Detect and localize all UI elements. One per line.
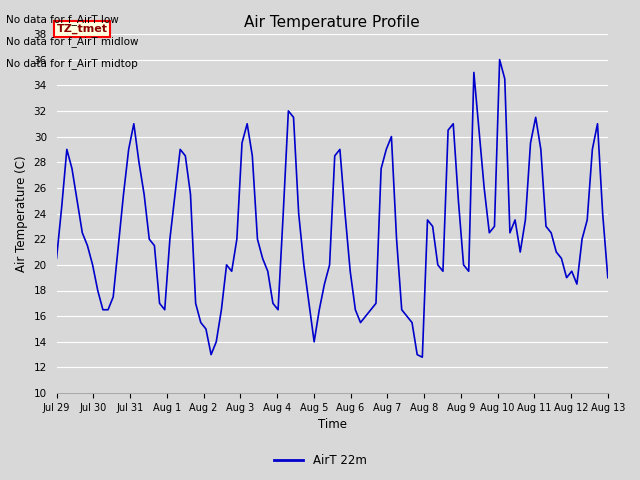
- X-axis label: Time: Time: [317, 419, 347, 432]
- Text: TZ_tmet: TZ_tmet: [56, 24, 108, 34]
- Text: No data for f_AirT midlow: No data for f_AirT midlow: [6, 36, 139, 47]
- Text: No data for f_AirT low: No data for f_AirT low: [6, 14, 119, 25]
- Legend: AirT 22m: AirT 22m: [269, 449, 371, 472]
- Title: Air Temperature Profile: Air Temperature Profile: [244, 15, 420, 30]
- Text: No data for f_AirT midtop: No data for f_AirT midtop: [6, 58, 138, 69]
- Y-axis label: Air Temperature (C): Air Temperature (C): [15, 155, 28, 272]
